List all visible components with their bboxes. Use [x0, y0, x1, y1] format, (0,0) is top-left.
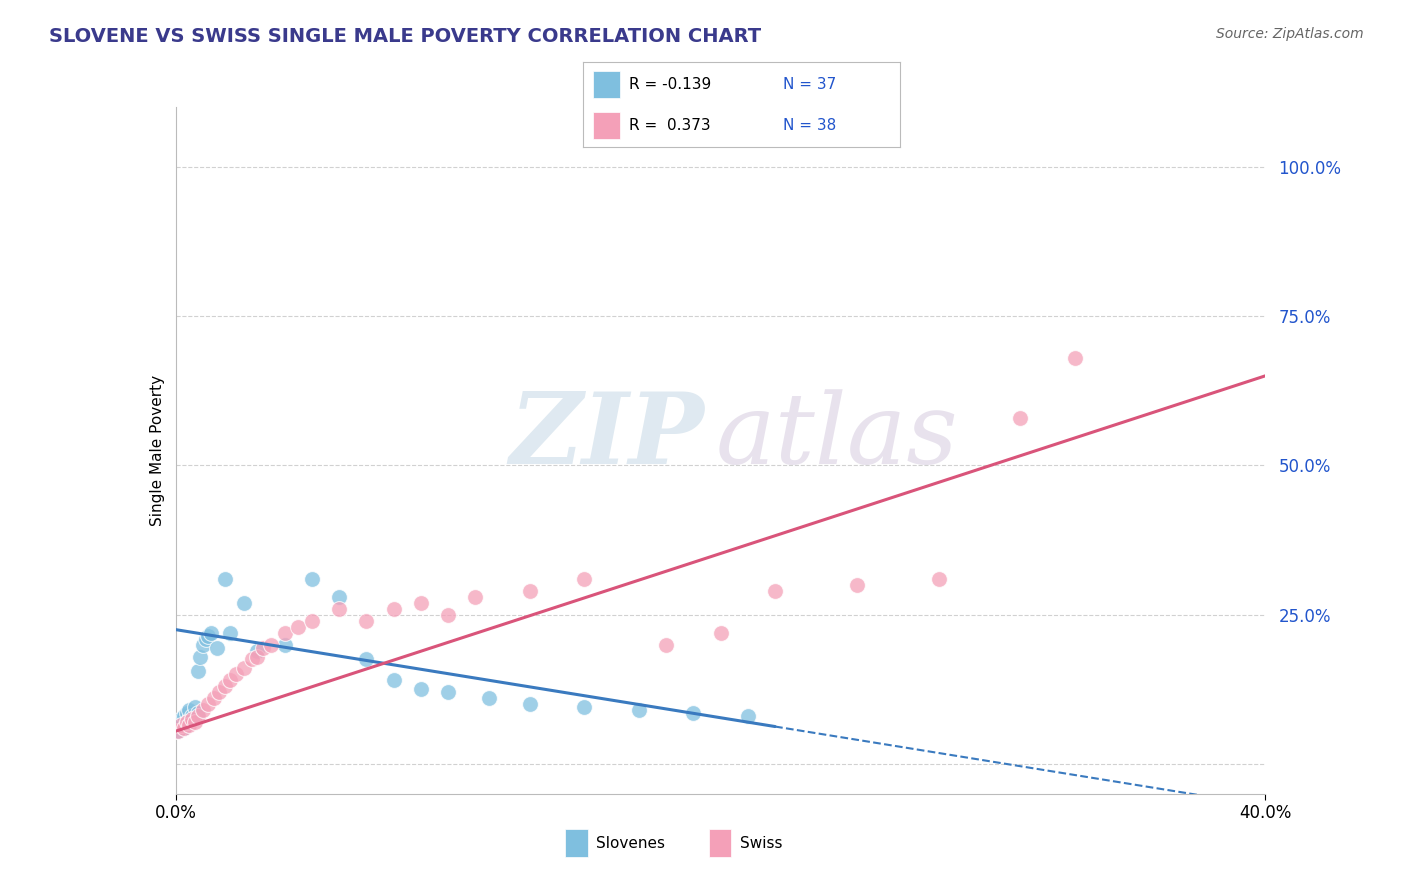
Point — [409, 682, 432, 697]
Point — [184, 700, 207, 714]
Text: Swiss: Swiss — [740, 836, 782, 851]
Point — [181, 712, 204, 726]
Point — [328, 601, 350, 615]
Point — [214, 679, 236, 693]
Point — [167, 724, 190, 739]
Point — [478, 691, 501, 706]
Point — [197, 629, 219, 643]
Point — [181, 709, 204, 723]
Point — [437, 685, 460, 699]
Point — [682, 706, 704, 721]
Point — [274, 625, 297, 640]
Text: Source: ZipAtlas.com: Source: ZipAtlas.com — [1216, 27, 1364, 41]
Point — [301, 614, 323, 628]
Point — [176, 715, 198, 730]
FancyBboxPatch shape — [565, 830, 588, 857]
Point — [574, 572, 596, 586]
Point — [188, 649, 211, 664]
Point — [356, 652, 378, 666]
Point — [219, 673, 242, 688]
Point — [1063, 351, 1085, 365]
Point — [173, 721, 195, 735]
Point — [274, 638, 297, 652]
Text: N = 37: N = 37 — [783, 77, 837, 92]
Point — [214, 572, 236, 586]
Point — [232, 596, 254, 610]
Point — [173, 721, 195, 735]
Point — [737, 709, 759, 723]
Point — [170, 718, 193, 732]
Point — [574, 700, 596, 714]
Point — [179, 703, 201, 717]
Point — [197, 698, 219, 712]
Point — [437, 607, 460, 622]
Point — [186, 706, 209, 721]
Point — [186, 709, 209, 723]
Point — [170, 715, 193, 730]
Point — [186, 665, 209, 679]
Point — [260, 638, 283, 652]
Point — [191, 638, 214, 652]
Point — [194, 632, 217, 646]
Point — [191, 703, 214, 717]
Point — [176, 706, 198, 721]
Point — [382, 673, 405, 688]
Text: N = 38: N = 38 — [783, 118, 837, 133]
Point — [246, 643, 269, 657]
Point — [167, 718, 190, 732]
Point — [301, 572, 323, 586]
Point — [655, 638, 678, 652]
Point — [356, 614, 378, 628]
FancyBboxPatch shape — [593, 112, 620, 139]
Point — [219, 625, 242, 640]
Point — [200, 625, 222, 640]
Point — [205, 640, 228, 655]
FancyBboxPatch shape — [709, 830, 731, 857]
Point — [208, 685, 231, 699]
Point — [627, 703, 650, 717]
Point — [287, 620, 309, 634]
Point — [763, 583, 786, 598]
Point — [232, 661, 254, 675]
Point — [519, 583, 541, 598]
Point — [382, 601, 405, 615]
Point — [928, 572, 950, 586]
Point — [1010, 410, 1032, 425]
Text: ZIP: ZIP — [509, 389, 704, 485]
Text: Slovenes: Slovenes — [596, 836, 665, 851]
FancyBboxPatch shape — [593, 71, 620, 98]
Point — [328, 590, 350, 604]
Point — [845, 578, 868, 592]
Text: R = -0.139: R = -0.139 — [630, 77, 711, 92]
Point — [202, 691, 225, 706]
Point — [170, 712, 193, 726]
Point — [179, 718, 201, 732]
Point — [225, 667, 247, 681]
Point — [710, 625, 733, 640]
Text: R =  0.373: R = 0.373 — [630, 118, 711, 133]
Point — [519, 698, 541, 712]
Point — [464, 590, 486, 604]
Point — [252, 640, 274, 655]
Point — [246, 649, 269, 664]
Y-axis label: Single Male Poverty: Single Male Poverty — [149, 375, 165, 526]
Point — [184, 715, 207, 730]
Text: atlas: atlas — [716, 389, 957, 484]
Text: SLOVENE VS SWISS SINGLE MALE POVERTY CORRELATION CHART: SLOVENE VS SWISS SINGLE MALE POVERTY COR… — [49, 27, 761, 45]
Point — [409, 596, 432, 610]
Point — [240, 652, 263, 666]
Point — [173, 709, 195, 723]
Point — [179, 712, 201, 726]
Point — [167, 724, 190, 739]
Point — [176, 715, 198, 730]
